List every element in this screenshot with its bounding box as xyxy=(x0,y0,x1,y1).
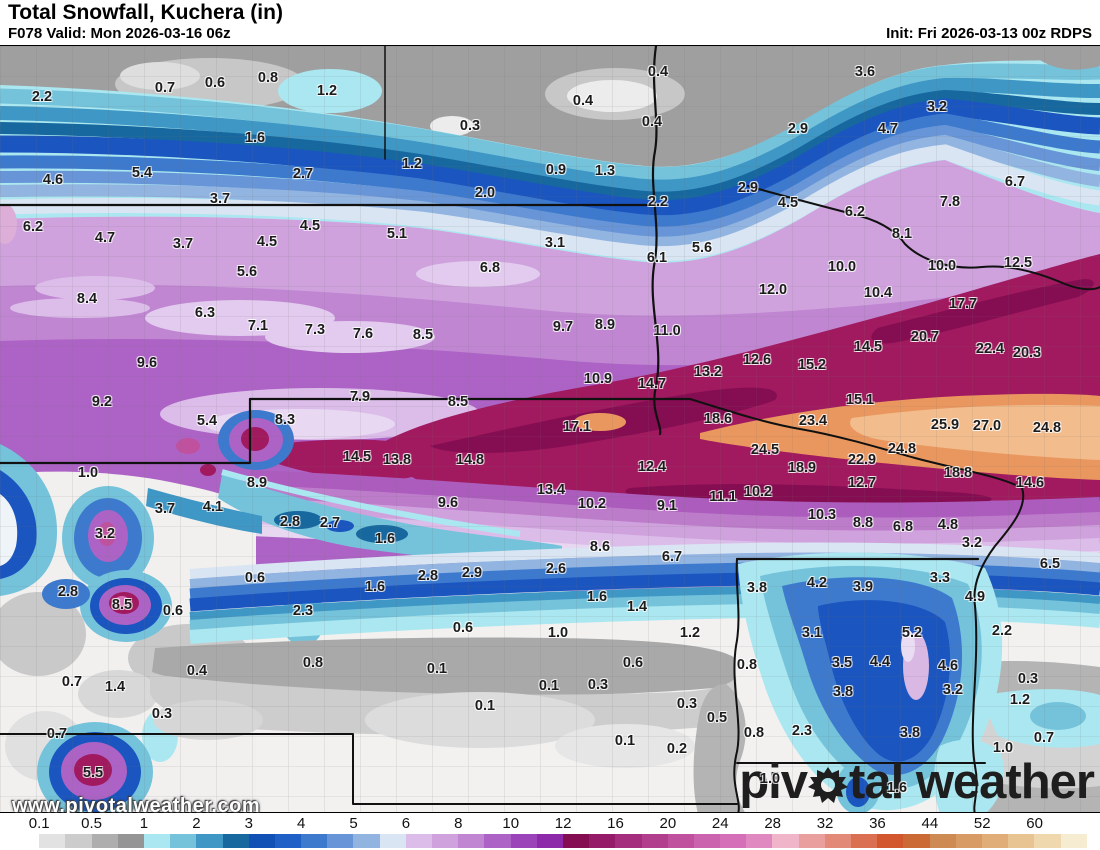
legend-label: 36 xyxy=(869,815,886,832)
legend-label: 4 xyxy=(296,815,306,832)
legend-label: 16 xyxy=(607,815,624,832)
legend-color-segment xyxy=(405,834,432,848)
legend-label: 5 xyxy=(349,815,358,832)
legend-color-segment xyxy=(196,834,223,848)
init-time-label: Init: Fri 2026-03-13 00z RDPS xyxy=(886,25,1092,42)
legend-color-segment xyxy=(117,834,144,848)
pivotalweather-logo: piv tal weather xyxy=(739,755,1095,809)
legend-label: 0.1 xyxy=(28,815,50,832)
logo-text-piv: piv xyxy=(739,755,808,809)
legend-label: 6 xyxy=(401,815,411,832)
legend-color-segment xyxy=(510,834,537,848)
legend-color-segment xyxy=(327,834,354,848)
legend-color-segment xyxy=(13,834,40,848)
valid-time-label: F078 Valid: Mon 2026-03-16 06z xyxy=(8,25,231,42)
legend-label: 0.5 xyxy=(81,815,103,832)
legend-color-segment xyxy=(536,834,563,848)
legend-color-segment xyxy=(693,834,721,848)
page-title: Total Snowfall, Kuchera (in) xyxy=(8,1,283,24)
legend-label: 20 xyxy=(659,815,677,832)
legend-label: 8 xyxy=(454,815,463,832)
legend-color-segment xyxy=(39,834,66,848)
legend-color-segment xyxy=(170,834,197,848)
legend-color-segment xyxy=(824,834,851,848)
legend-color-segment xyxy=(432,834,459,848)
legend-color-segment xyxy=(65,834,92,848)
legend-color-segment xyxy=(91,834,118,848)
legend-label: 12 xyxy=(554,815,572,832)
legend-color-segment xyxy=(798,834,825,848)
legend-label: 60 xyxy=(1026,815,1043,832)
legend-color-segment xyxy=(955,834,982,848)
legend-color-segment xyxy=(1034,834,1061,848)
legend-color-segment xyxy=(274,834,302,848)
legend-color-segment xyxy=(851,834,878,848)
legend-color-segment xyxy=(1008,834,1035,848)
snowfall-map[interactable] xyxy=(0,45,1100,813)
legend-label: 1 xyxy=(139,815,149,832)
legend-color-segment xyxy=(641,834,668,848)
legend-color-segment xyxy=(484,834,511,848)
legend-color-segment xyxy=(589,834,616,848)
legend-color-segment xyxy=(877,834,904,848)
legend-color-segment xyxy=(379,834,406,848)
legend-color-segment xyxy=(772,834,799,848)
legend-color-segment xyxy=(353,834,380,848)
legend-label: 28 xyxy=(764,815,781,832)
legend-label: 44 xyxy=(921,815,939,832)
logo-text-tal: tal xyxy=(849,755,904,809)
legend-color-segment xyxy=(301,834,328,848)
legend-color-segment xyxy=(615,834,642,848)
legend-color-segment xyxy=(458,834,485,848)
legend-color-segment xyxy=(222,834,249,848)
gear-icon xyxy=(808,765,848,805)
legend: 0.1 0.5 1 2 3 4 5 6 8 10 12 16 20 24 28 32 36 44 52 60 xyxy=(0,813,1100,850)
legend-color-segment xyxy=(720,834,747,848)
legend-color-segment xyxy=(1060,834,1087,848)
logo-text-weather: weather xyxy=(915,755,1095,809)
legend-label: 24 xyxy=(711,815,729,832)
header: Total Snowfall, Kuchera (in) F078 Valid:… xyxy=(0,0,1100,45)
legend-label: 2 xyxy=(192,815,201,832)
contour-canvas xyxy=(0,46,1100,812)
legend-color-segment xyxy=(929,834,956,848)
legend-color-segment xyxy=(562,834,590,848)
legend-labels: 0.1 0.5 1 2 3 4 5 6 8 10 12 16 20 24 28 32 36 44 52 60 xyxy=(13,815,1087,832)
legend-color-segment xyxy=(746,834,773,848)
legend-color-segment xyxy=(667,834,694,848)
legend-label: 32 xyxy=(816,815,834,832)
legend-color-segment xyxy=(981,834,1009,848)
legend-color-segment xyxy=(143,834,171,848)
legend-label: 10 xyxy=(502,815,520,832)
legend-label: 52 xyxy=(973,815,991,832)
legend-color-segment xyxy=(248,834,275,848)
legend-color-segment xyxy=(903,834,930,848)
legend-bar xyxy=(13,834,1087,848)
watermark-url: www.pivotalweather.com xyxy=(12,795,261,817)
legend-label: 3 xyxy=(244,815,253,832)
